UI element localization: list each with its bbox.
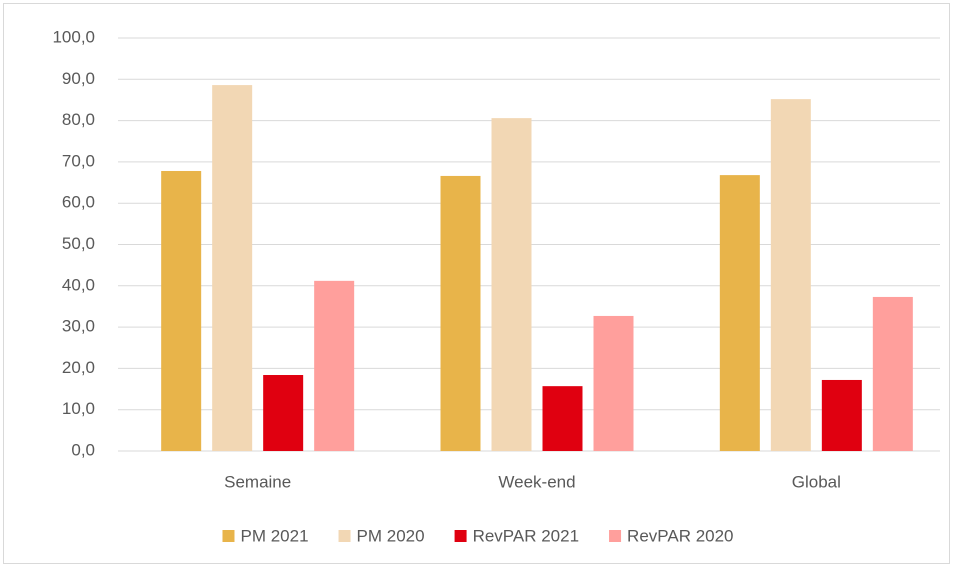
bar xyxy=(491,118,532,451)
bar xyxy=(263,375,304,451)
y-tick-label: 10,0 xyxy=(62,399,95,418)
bar xyxy=(212,85,253,451)
x-tick-label: Global xyxy=(792,472,841,491)
legend-swatch xyxy=(454,530,467,542)
bar xyxy=(314,280,355,451)
y-tick-label: 40,0 xyxy=(62,275,95,294)
y-tick-label: 100,0 xyxy=(52,27,95,46)
y-tick-label: 80,0 xyxy=(62,110,95,129)
y-tick-label: 50,0 xyxy=(62,234,95,253)
legend-swatch xyxy=(222,530,235,542)
bar xyxy=(542,386,583,451)
y-tick-label: 60,0 xyxy=(62,193,95,212)
legend-label: PM 2020 xyxy=(357,526,425,545)
bar xyxy=(440,175,481,451)
legend-label: PM 2021 xyxy=(240,526,308,545)
bar xyxy=(593,315,634,451)
legend-swatch xyxy=(609,530,622,542)
y-tick-label: 70,0 xyxy=(62,151,95,170)
x-tick-label: Semaine xyxy=(224,472,291,491)
legend-label: RevPAR 2021 xyxy=(473,526,579,545)
bar xyxy=(719,175,760,451)
bar xyxy=(872,296,913,451)
bar xyxy=(161,170,202,451)
bar xyxy=(821,379,862,451)
y-tick-label: 20,0 xyxy=(62,358,95,377)
y-tick-label: 30,0 xyxy=(62,317,95,336)
y-tick-label: 0,0 xyxy=(71,440,95,459)
legend-label: RevPAR 2020 xyxy=(627,526,733,545)
legend-swatch xyxy=(338,530,351,542)
y-tick-label: 90,0 xyxy=(62,69,95,88)
bar xyxy=(770,99,811,452)
x-tick-label: Week-end xyxy=(498,472,575,491)
